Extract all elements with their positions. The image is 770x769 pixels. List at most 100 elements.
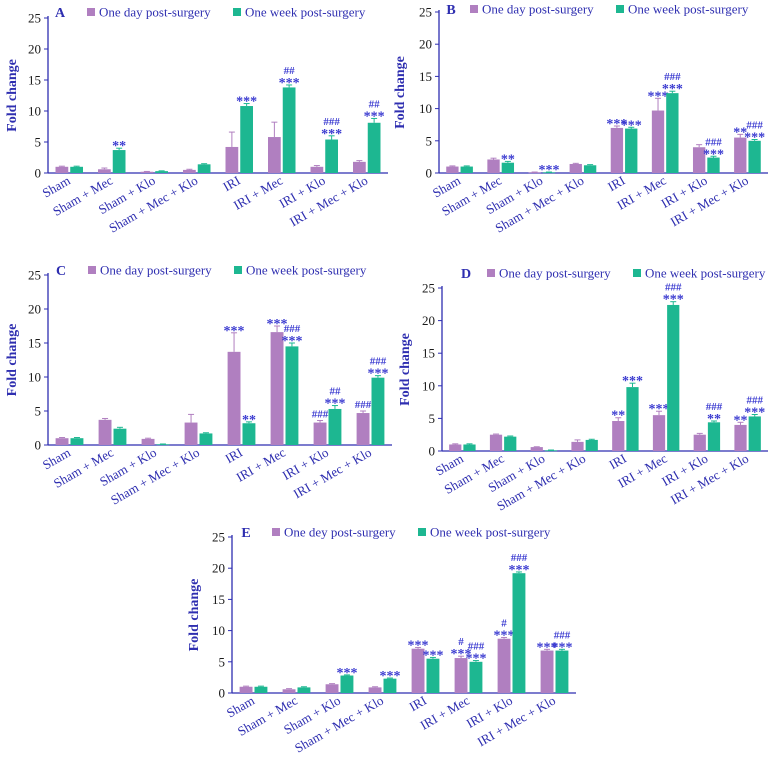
significance-label: *** [379, 669, 400, 684]
bar-day [411, 648, 425, 693]
bar-week [254, 686, 268, 693]
y-tick-label: 20 [422, 313, 435, 328]
bar-day [268, 137, 281, 173]
bar-week [707, 422, 721, 451]
bar-week [512, 573, 526, 693]
significance-label: *** [408, 638, 429, 653]
significance-label: ### [511, 552, 528, 564]
bar-week [625, 128, 638, 173]
y-tick-label: 15 [28, 336, 41, 351]
significance-label: *** [465, 652, 486, 667]
bar-week [748, 140, 761, 173]
bar-day [239, 686, 253, 693]
y-tick-label: 15 [419, 69, 432, 84]
bar-day [183, 169, 196, 173]
legend-swatch-week [616, 5, 624, 13]
panel-label: C [56, 264, 66, 279]
bar-day [489, 434, 503, 451]
y-tick-label: 20 [419, 37, 432, 52]
chart-panel-d: 0 5 10 15 20 25 Fold change D One day post-surge… [398, 266, 768, 514]
bar-day [446, 166, 459, 173]
bar-day [141, 438, 155, 445]
significance-label: ### [746, 120, 763, 132]
chart-panel-b: 0 5 10 15 20 25 Fold change B One day post-surge… [393, 2, 768, 236]
y-axis-title: Fold change [5, 59, 20, 132]
y-axis-title: Fold change [393, 56, 408, 129]
legend-label-day: One day post-surgery [482, 2, 594, 17]
bar-day [356, 413, 370, 445]
y-tick-label: 0 [219, 686, 226, 701]
bar-day [270, 332, 284, 445]
significance-label: # [501, 617, 507, 629]
bar-day [98, 169, 111, 173]
significance-label: ### [706, 401, 723, 413]
significance-label: ** [112, 139, 126, 154]
significance-label: ### [664, 71, 681, 83]
significance-label: *** [744, 131, 765, 146]
bar-day [98, 419, 112, 445]
y-tick-label: 25 [28, 268, 41, 283]
bar-day [569, 163, 582, 173]
bar-day [734, 137, 747, 173]
bar-week [70, 438, 84, 445]
significance-label: *** [422, 648, 443, 663]
bar-week [242, 423, 256, 445]
significance-label: *** [538, 163, 559, 178]
bar-week [542, 172, 556, 174]
bar-week [282, 87, 296, 173]
legend-swatch-week [633, 269, 641, 277]
legend-swatch-week [418, 528, 426, 536]
chart-panel-e: 0 5 10 15 20 25 Fold change E One dey post-surge… [187, 525, 576, 756]
category-label: IRI [406, 693, 429, 715]
bar-day [184, 422, 198, 445]
y-tick-label: 10 [419, 101, 432, 116]
legend-swatch-day [470, 5, 478, 13]
significance-label: *** [703, 147, 724, 162]
y-tick-label: 15 [422, 346, 435, 361]
bar-day [225, 146, 239, 173]
significance-label: *** [281, 334, 302, 349]
significance-label: *** [744, 405, 765, 420]
bar-day [651, 110, 665, 173]
bar-day [612, 421, 625, 451]
legend-swatch-day [88, 266, 96, 274]
bar-week [583, 165, 597, 173]
y-tick-label: 5 [219, 654, 226, 669]
significance-label: *** [367, 367, 388, 382]
significance-label: *** [649, 402, 670, 417]
bar-week [555, 650, 569, 693]
bar-week [501, 162, 515, 173]
significance-label: *** [508, 563, 529, 578]
bar-day [368, 687, 382, 693]
category-label: IRI [606, 451, 629, 473]
bar-day [693, 434, 706, 451]
bar-week [504, 436, 517, 451]
y-tick-label: 5 [35, 404, 42, 419]
bar-day [530, 447, 543, 451]
chart-panel-a: 0 5 10 15 20 25 Fold change A One day post-surge… [5, 5, 388, 236]
y-tick-label: 25 [422, 281, 435, 296]
legend-swatch-day [487, 269, 495, 277]
legend-swatch-week [234, 266, 242, 274]
significance-label: ## [329, 386, 341, 398]
y-tick-label: 5 [429, 411, 436, 426]
bar-week [113, 428, 127, 445]
bar-day [652, 415, 666, 451]
significance-label: *** [236, 95, 257, 110]
significance-label: ### [554, 629, 571, 641]
legend-label-day: One day post-surgery [499, 266, 611, 281]
y-tick-label: 10 [422, 378, 435, 393]
y-tick-label: 0 [35, 438, 42, 453]
bar-day [487, 159, 500, 173]
significance-label: ### [323, 116, 340, 128]
significance-label: *** [537, 640, 558, 655]
significance-label: *** [451, 647, 472, 662]
y-axis-title: Fold change [5, 324, 20, 397]
bar-day [227, 351, 241, 445]
bar-day [55, 166, 69, 173]
bar-week [667, 304, 680, 451]
significance-label: *** [621, 118, 642, 133]
significance-label: ### [312, 409, 329, 421]
category-label: IRI + Mec [418, 692, 473, 732]
category-label: IRI [605, 173, 628, 195]
